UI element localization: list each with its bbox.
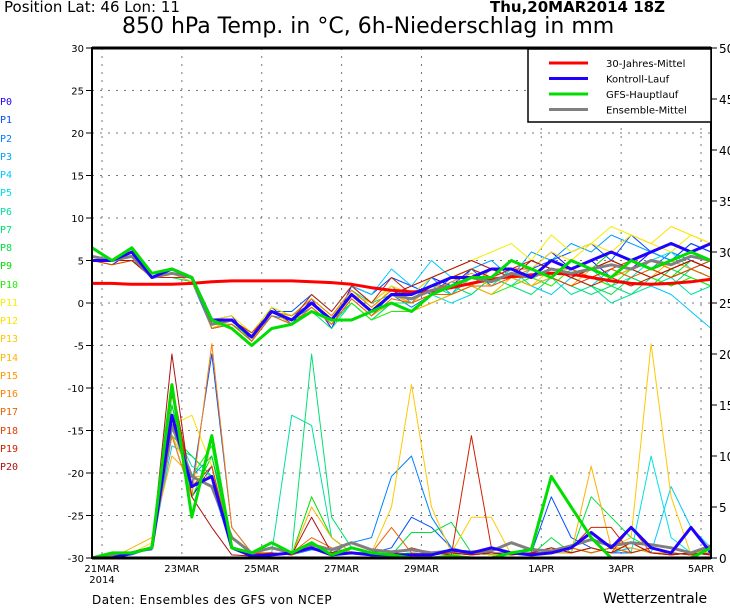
- y-left-tick-label: -5: [74, 342, 84, 353]
- member-precip-line-P8: [92, 435, 712, 559]
- y-left-tick-label: 30: [71, 44, 84, 55]
- y-right-tick-label: 20: [719, 348, 730, 362]
- y-right-tick-label: 0: [719, 552, 727, 566]
- y-right-tick-label: 40: [719, 144, 730, 158]
- member-label-P9: P9: [0, 261, 13, 273]
- y-right-tick-label: 5: [719, 501, 727, 515]
- member-label-P4: P4: [0, 170, 13, 181]
- y-right-tick-label: 50: [719, 42, 730, 56]
- member-label-P20: P20: [0, 462, 19, 473]
- member-label-P11: P11: [0, 297, 19, 309]
- brand-label: Wetterzentrale: [603, 591, 708, 607]
- x-tick-label: 25MAR: [244, 564, 279, 575]
- gfs-temp-line: [91, 246, 712, 347]
- member-label-P0: P0: [0, 97, 13, 108]
- y-right-tick-label: 30: [719, 246, 730, 260]
- x-tick-sublabel: 2014: [89, 575, 114, 586]
- run-date: Thu,20MAR2014 18Z: [490, 0, 665, 16]
- member-precip-line-P3: [92, 404, 712, 559]
- legend-label: GFS-Hauptlauf: [606, 90, 679, 101]
- y-right-tick-label: 35: [719, 195, 730, 209]
- member-label-P5: P5: [0, 188, 13, 200]
- legend-label: 30-Jahres-Mittel: [606, 59, 685, 70]
- member-label-P18: P18: [0, 425, 19, 437]
- member-label-P1: P1: [0, 115, 13, 127]
- member-label-P12: P12: [0, 316, 19, 327]
- x-tick-label: 3APR: [608, 564, 634, 575]
- y-right-tick-label: 25: [719, 297, 730, 311]
- y-left-tick-label: 10: [71, 214, 84, 225]
- member-precip-line-P9: [92, 404, 712, 559]
- x-tick-label: 23MAR: [164, 564, 199, 575]
- y-right-tick-label: 45: [719, 93, 730, 107]
- x-tick-label: 27MAR: [324, 564, 359, 575]
- y-left-tick-label: 25: [71, 87, 84, 98]
- y-left-tick-label: 0: [78, 299, 84, 310]
- y-right-tick-label: 15: [719, 399, 730, 413]
- x-tick-label: 21MAR: [84, 564, 119, 575]
- member-label-P8: P8: [0, 243, 13, 254]
- member-label-P14: P14: [0, 352, 19, 364]
- y-left-tick-label: 15: [71, 172, 84, 183]
- y-left-tick-label: -15: [68, 427, 84, 438]
- gfs-precip-line: [91, 383, 712, 560]
- member-label-P6: P6: [0, 206, 13, 218]
- y-left-tick-label: 20: [71, 129, 84, 140]
- y-left-tick-label: -10: [68, 384, 84, 395]
- y-left-tick-label: -20: [68, 469, 84, 480]
- x-tick-label: 5APR: [688, 564, 714, 575]
- y-left-tick-label: -25: [68, 512, 84, 523]
- x-tick-label: 1APR: [528, 564, 554, 575]
- data-source: Daten: Ensembles des GFS von NCEP: [92, 593, 333, 607]
- position-label: Position Lat: 46 Lon: 11: [4, 0, 180, 16]
- chart-title: 850 hPa Temp. in °C, 6h-Niederschlag in …: [122, 14, 615, 39]
- member-label-P2: P2: [0, 133, 13, 145]
- legend-label: Kontroll-Lauf: [606, 75, 670, 86]
- ensemble-mean-temp-line: [91, 254, 712, 339]
- control-precip-line: [92, 413, 713, 560]
- member-label-P3: P3: [0, 151, 13, 163]
- member-label-P7: P7: [0, 224, 13, 236]
- legend-label: Ensemble-Mittel: [606, 106, 687, 117]
- y-left-tick-label: 5: [78, 257, 84, 268]
- member-label-P19: P19: [0, 443, 19, 455]
- member-label-P15: P15: [0, 370, 19, 382]
- y-left-tick-label: -30: [68, 554, 84, 565]
- y-right-tick-label: 10: [719, 450, 730, 464]
- x-tick-label: 29MAR: [404, 564, 439, 575]
- member-label-P10: P10: [0, 279, 19, 291]
- member-label-P13: P13: [0, 334, 19, 346]
- member-label-P16: P16: [0, 389, 19, 400]
- member-label-P17: P17: [0, 407, 19, 419]
